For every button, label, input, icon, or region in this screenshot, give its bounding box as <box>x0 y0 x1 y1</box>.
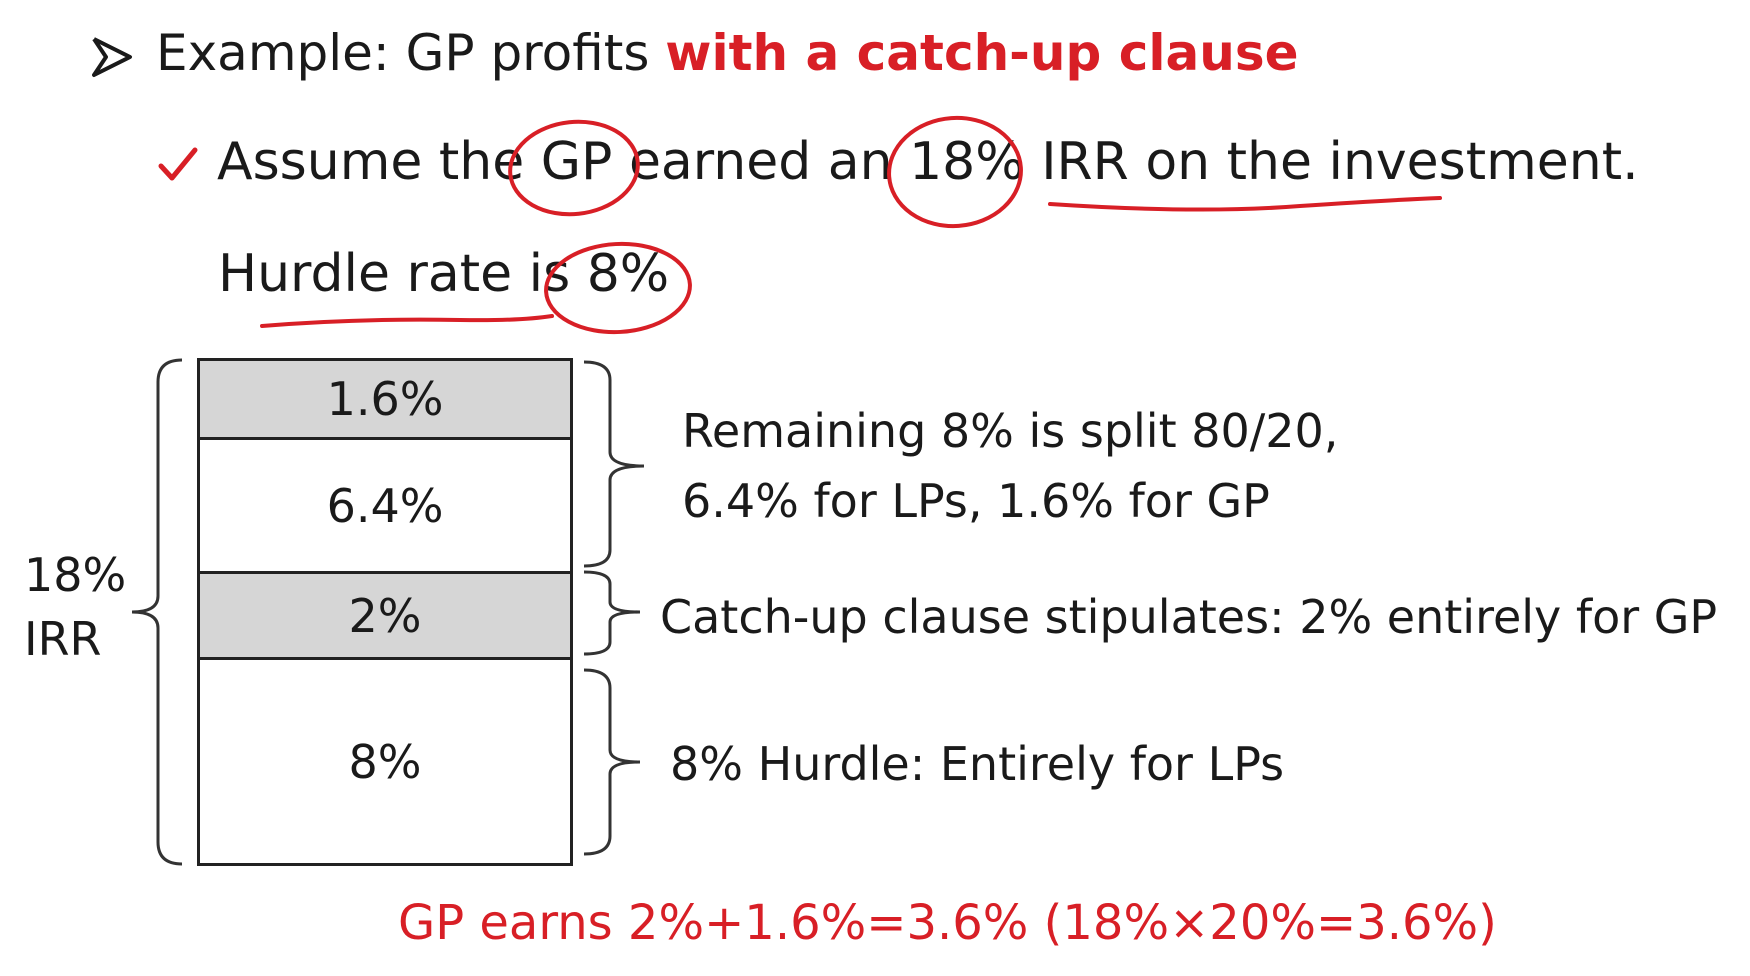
arrow-bullet-icon <box>92 36 132 77</box>
irr-18-circle <box>887 115 1023 229</box>
segment-gp-split: 1.6% <box>200 361 570 437</box>
catch-up-brace <box>583 570 641 656</box>
split-note-line1: Remaining 8% is split 80/20, <box>682 404 1339 458</box>
segment-label: 8% <box>348 734 422 789</box>
hurdle-rate-line: Hurdle rate is 8% <box>218 244 670 304</box>
gp-circle <box>508 119 640 217</box>
segment-lp-split: 6.4% <box>200 437 570 571</box>
heading-emphasis: with a catch-up clause <box>665 24 1299 82</box>
assumption-line: Assume the GP earned an 18% IRR on the i… <box>155 132 1639 192</box>
left-brace <box>131 358 183 866</box>
segment-catch-up: 2% <box>200 571 570 657</box>
heading-prefix: Example: GP profits <box>156 24 666 82</box>
assumption-text: Assume the GP earned an 18% IRR on the i… <box>217 132 1639 192</box>
irr-underline <box>1048 196 1442 212</box>
slide-heading: Example: GP profits with a catch-up clau… <box>88 24 1299 83</box>
segment-label: 6.4% <box>326 478 444 533</box>
catch-up-note: Catch-up clause stipulates: 2% entirely … <box>660 590 1718 644</box>
split-brace <box>583 360 645 568</box>
irr-stack: 1.6% 6.4% 2% 8% <box>197 358 573 866</box>
hurdle-8-circle <box>544 241 692 335</box>
segment-label: 1.6% <box>326 372 444 426</box>
segment-hurdle: 8% <box>200 657 570 863</box>
hurdle-brace <box>583 668 641 856</box>
hurdle-underline <box>260 314 554 328</box>
gp-earnings-summary: GP earns 2%+1.6%=3.6% (18%×20%=3.6%) <box>398 895 1497 951</box>
segment-label: 2% <box>348 588 422 643</box>
total-irr-label: 18% IRR <box>24 548 127 666</box>
split-note: Remaining 8% is split 80/20, 6.4% for LP… <box>682 396 1338 536</box>
checkmark-icon <box>158 147 198 181</box>
split-note-line2: 6.4% for LPs, 1.6% for GP <box>682 474 1270 528</box>
hurdle-note: 8% Hurdle: Entirely for LPs <box>670 737 1285 791</box>
